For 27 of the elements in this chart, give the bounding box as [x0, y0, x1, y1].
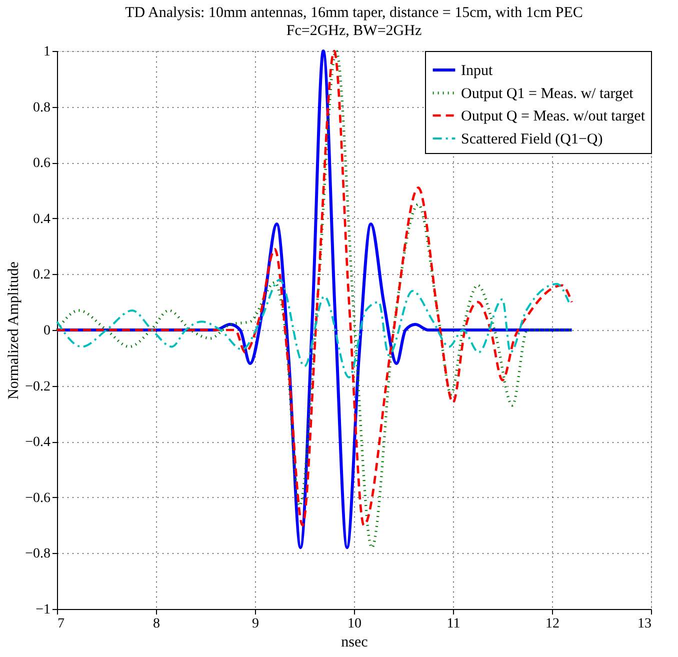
y-tick-label: 0.8: [33, 100, 50, 116]
y-tick-label: −0.8: [25, 546, 50, 562]
x-tick-label: 13: [638, 616, 652, 632]
x-tick-label: 12: [546, 616, 560, 632]
x-tick-label: 9: [252, 616, 259, 632]
y-tick-label: 1: [44, 44, 50, 60]
legend-label: Output Q = Meas. w/out target: [461, 108, 646, 124]
y-tick-label: −0.6: [25, 490, 50, 506]
x-tick-label: 10: [348, 616, 362, 632]
chart-subtitle: Fc=2GHz, BW=2GHz: [286, 23, 422, 39]
y-axis-title: Normalized Amplitude: [6, 261, 22, 400]
y-tick-label: −0.2: [25, 379, 50, 394]
x-tick-label: 8: [153, 616, 160, 632]
y-tick-label: −0.4: [25, 435, 50, 450]
y-tick-label: 0.2: [33, 268, 50, 283]
y-tick-label: 0: [44, 324, 50, 338]
legend-label: Output Q1 = Meas. w/ target: [461, 86, 634, 102]
y-tick-label: 0.4: [33, 212, 50, 227]
line-series: [56, 278, 570, 378]
legend-label: Scattered Field (Q1−Q): [461, 132, 603, 148]
y-tick-label: 0.6: [33, 156, 50, 172]
y-tick-label: −1: [36, 602, 50, 618]
chart-title: TD Analysis: 10mm antennas, 16mm taper, distance = 15cm, with 1cm PEC: [125, 5, 583, 21]
x-tick-label: 7: [58, 616, 64, 632]
legend-label: Input: [461, 63, 494, 79]
x-axis-title: nsec: [341, 634, 368, 650]
x-tick-label: 11: [446, 616, 460, 632]
